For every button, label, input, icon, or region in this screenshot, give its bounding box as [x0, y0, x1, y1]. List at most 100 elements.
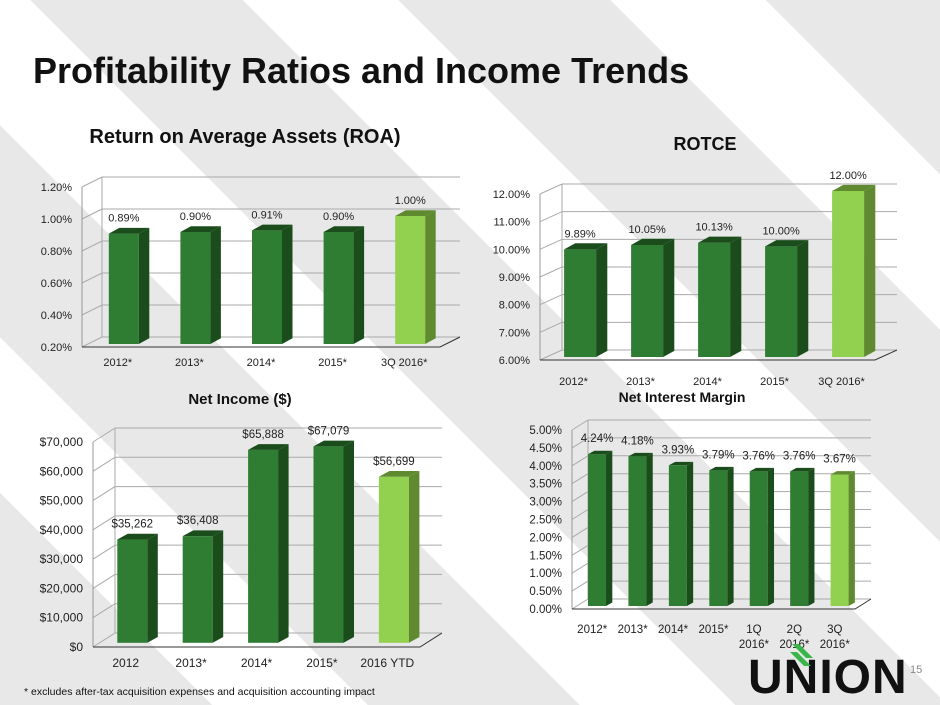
bar-side	[646, 452, 653, 606]
bar	[313, 446, 344, 643]
bar	[668, 465, 687, 606]
bar-side	[808, 467, 815, 606]
data-label: 0.90%	[323, 211, 354, 223]
bar-top	[628, 452, 653, 457]
bar-side	[278, 444, 289, 643]
x-tick-label: 2012*	[103, 357, 132, 369]
gridline-depth	[92, 603, 116, 619]
data-label: $36,408	[177, 515, 219, 527]
bar	[180, 232, 211, 344]
x-tick-label: 2Q	[787, 624, 802, 636]
bar-top	[248, 444, 289, 450]
bar-top	[749, 467, 775, 472]
bar-side	[663, 238, 675, 357]
logo-stripes-icon	[790, 644, 813, 666]
bar	[631, 244, 664, 357]
floor-edge	[93, 632, 443, 648]
gridline-depth	[92, 544, 116, 560]
gridline-depth	[81, 176, 103, 188]
bar-top	[588, 450, 613, 455]
bar-side	[210, 226, 221, 344]
bar	[588, 454, 607, 606]
x-tick-label: 2014*	[658, 624, 689, 636]
bar	[628, 456, 647, 606]
gridline-depth	[539, 349, 563, 361]
footnote: * excludes after-tax acquisition expense…	[24, 686, 375, 698]
union-logo: UNION	[748, 644, 908, 705]
gridline-depth	[539, 211, 563, 223]
x-tick-label: 2016 YTD	[360, 656, 414, 670]
x-tick-label: 2016*	[820, 639, 851, 651]
bar-top	[182, 530, 224, 537]
x-tick-label: 2012	[112, 656, 139, 670]
gridline-depth	[539, 238, 563, 250]
bar-top	[698, 236, 742, 243]
bar-top	[117, 533, 158, 540]
x-tick-label: 2013*	[175, 656, 207, 670]
gridline-depth	[92, 632, 116, 648]
bar-side	[425, 210, 436, 344]
bar-side	[138, 227, 150, 344]
bar-top	[668, 461, 694, 466]
x-tick-label: 2015*	[698, 624, 729, 636]
bar-side	[343, 440, 354, 643]
y-tick-label: $30,000	[40, 552, 84, 566]
x-tick-label: 2012*	[577, 624, 608, 636]
data-label: 1.00%	[395, 195, 426, 207]
y-tick-label: 0.00%	[529, 604, 562, 616]
bar-top	[252, 224, 293, 231]
y-tick-label: 4.00%	[529, 461, 562, 473]
bar	[248, 449, 279, 643]
data-label: 0.90%	[180, 211, 211, 223]
bar	[323, 232, 354, 344]
data-label: 4.18%	[621, 435, 654, 447]
y-tick-label: 1.00%	[529, 568, 562, 580]
x-tick-label: 2015*	[306, 656, 338, 670]
bar	[252, 230, 282, 344]
y-tick-label: 11.00%	[494, 217, 531, 229]
bar-top	[395, 210, 436, 216]
bar-side	[864, 184, 876, 357]
x-tick-label: 2013*	[175, 357, 204, 369]
y-tick-label: $10,000	[40, 611, 84, 625]
y-tick-label: 1.00%	[41, 214, 72, 226]
y-tick-label: 0.50%	[529, 586, 562, 598]
data-label: $56,699	[373, 456, 415, 468]
y-tick-label: 0.20%	[41, 342, 72, 354]
floor-edge	[572, 598, 872, 610]
x-tick-label: 2013*	[626, 376, 655, 388]
y-tick-label: 10.00%	[493, 244, 531, 256]
data-label: 4.24%	[581, 433, 614, 445]
gridline-depth	[571, 544, 589, 556]
bar	[117, 539, 148, 643]
x-tick-label: 3Q 2016*	[818, 376, 865, 388]
chart-title: Net Income ($)	[188, 391, 291, 408]
x-tick-label: 2016*	[739, 639, 770, 651]
bar	[108, 233, 139, 344]
bar	[765, 246, 798, 357]
gridline-depth	[81, 272, 103, 284]
bar-side	[767, 467, 775, 606]
x-tick-label: 2013*	[618, 624, 649, 636]
y-tick-label: 2.50%	[529, 515, 562, 527]
bar-top	[709, 466, 734, 471]
bar-top	[790, 467, 815, 472]
x-tick-label: 1Q	[746, 624, 761, 636]
data-label: $65,888	[242, 429, 284, 441]
bar	[698, 242, 731, 357]
x-tick-label: 3Q	[827, 624, 842, 636]
gridline-depth	[81, 336, 103, 348]
data-label: 10.05%	[628, 224, 666, 236]
bar	[395, 216, 426, 344]
gridline-depth	[92, 515, 116, 531]
gridline-depth	[539, 321, 563, 333]
bar-top	[378, 470, 420, 477]
y-tick-label: 6.00%	[499, 355, 530, 367]
gridline-depth	[92, 486, 116, 501]
bar-top	[180, 226, 221, 232]
y-tick-label: 9.00%	[499, 272, 530, 284]
y-tick-label: 5.00%	[529, 425, 562, 437]
gridline-depth	[92, 456, 116, 472]
data-label: 10.13%	[695, 222, 733, 234]
